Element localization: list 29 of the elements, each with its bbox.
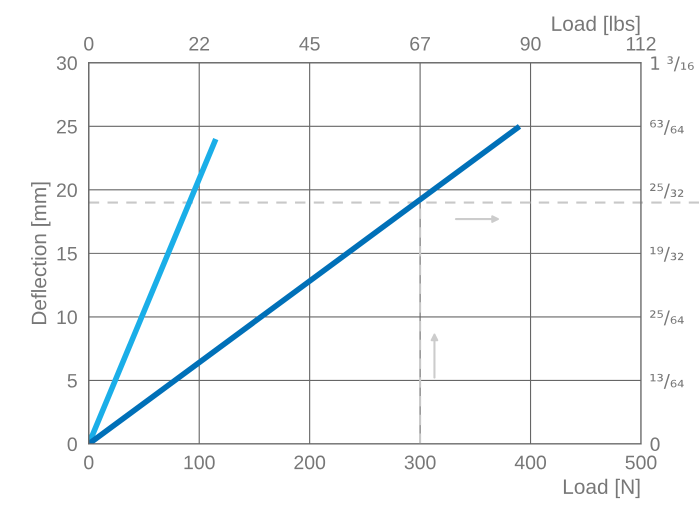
x2-tick-label: 0 — [84, 36, 94, 51]
x2-tick-label: 112 — [626, 36, 656, 50]
y-tick-label: 0 — [68, 437, 77, 452]
y2-tick-label: ¹³/₆₄ — [650, 374, 684, 389]
x2-tick-label: 90 — [520, 36, 541, 51]
y2-tick-label: ²⁵/₃₂ — [650, 183, 684, 199]
y2-tick-label: 1 ³/₁₆ — [651, 56, 694, 72]
x-tick-label: 300 — [404, 456, 436, 470]
y2-tick-label: ¹⁹/₃₂ — [650, 246, 684, 262]
x-tick-label: 100 — [184, 456, 215, 470]
y-tick-label: 10 — [58, 310, 77, 324]
x2-tick-label: 22 — [189, 36, 210, 50]
y2-tick-label: ⁶³/₆₄ — [650, 120, 684, 135]
x2-axis-title: Load [lbs] — [552, 16, 640, 36]
x-tick-label: 500 — [626, 456, 656, 470]
y-tick-label: 30 — [56, 56, 77, 70]
y-tick-label: 25 — [57, 120, 77, 134]
y-tick-label: 20 — [57, 183, 77, 198]
y2-tick-label: 0 — [650, 437, 660, 452]
y2-tick-label: ²⁵/₆₄ — [650, 310, 684, 326]
x-tick-label: 200 — [294, 456, 326, 470]
y-tick-label: 15 — [58, 247, 77, 261]
x-tick-label: 400 — [514, 456, 546, 470]
y-tick-label: 5 — [68, 374, 77, 388]
y-axis-title: Deflection [mm] — [31, 182, 50, 324]
x2-tick-label: 67 — [410, 36, 430, 51]
x2-tick-label: 45 — [299, 37, 320, 51]
x-tick-label: 0 — [84, 456, 94, 470]
x-axis-title: Load [N] — [564, 478, 640, 498]
